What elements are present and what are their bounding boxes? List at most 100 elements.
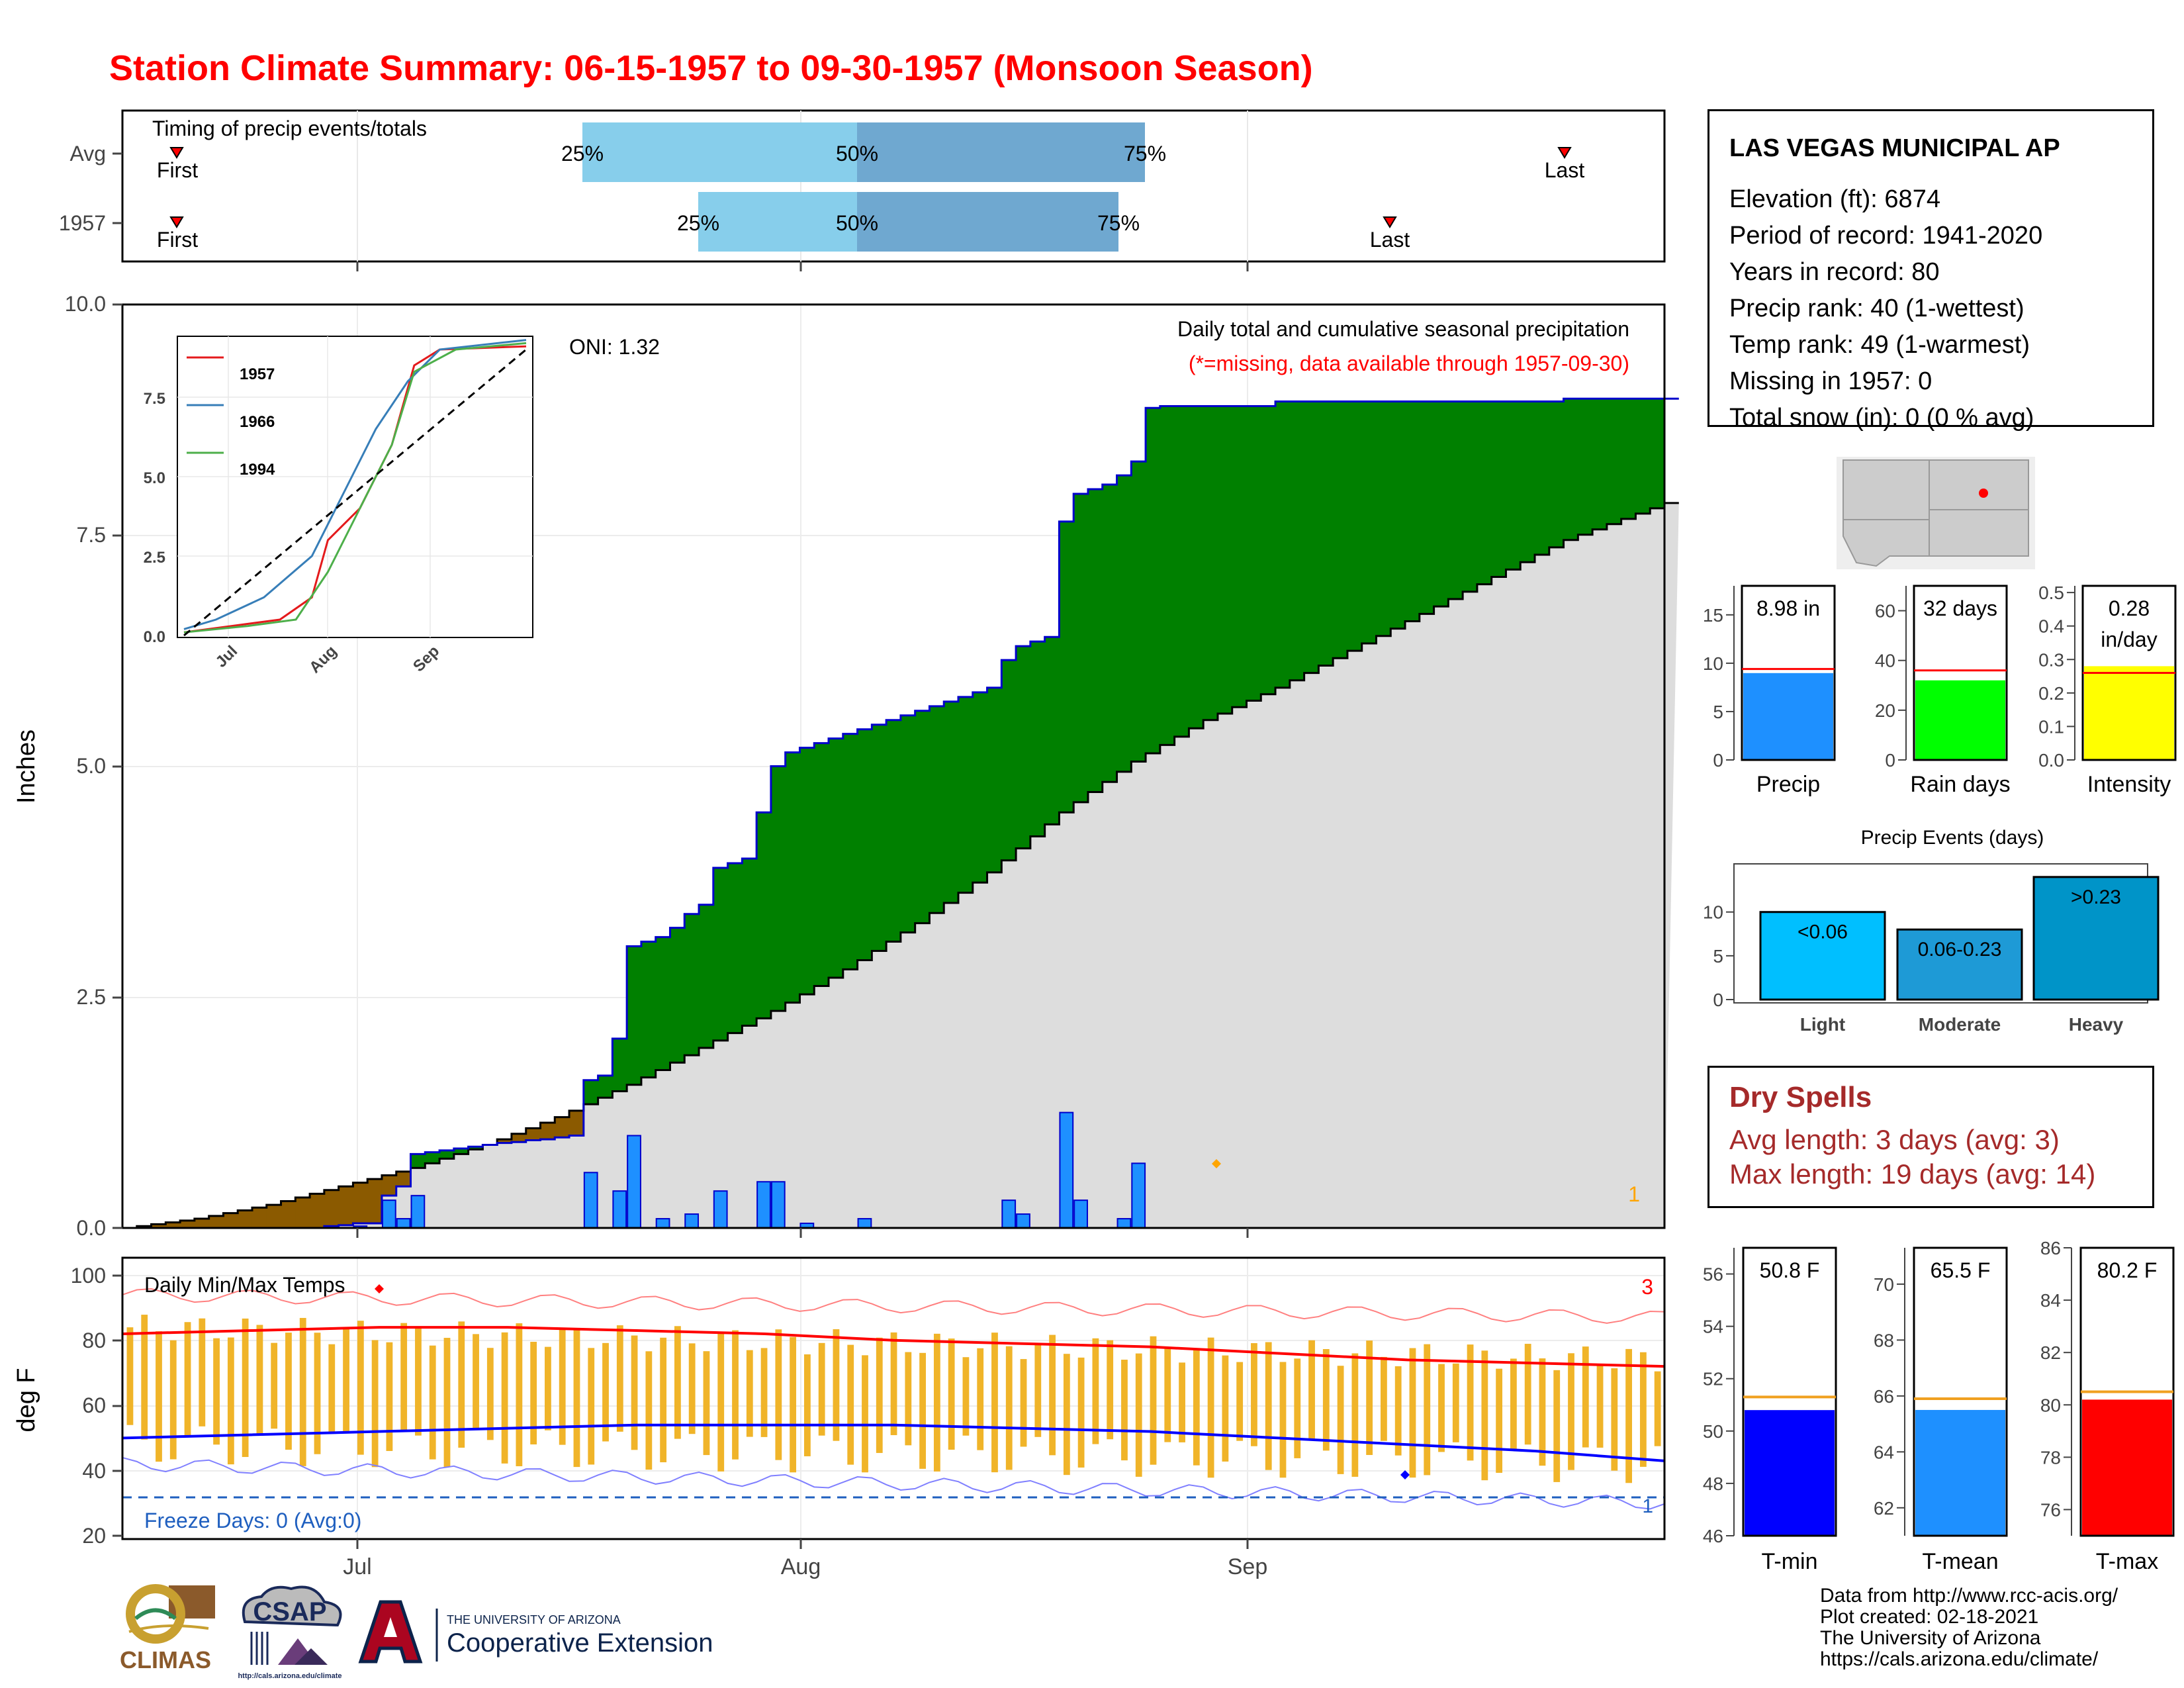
inset-series-line [183, 339, 527, 630]
surplus-area [1549, 401, 1565, 547]
daily-temp-bar [1222, 1355, 1229, 1462]
daily-temp-bar [1351, 1353, 1359, 1477]
surplus-area [987, 687, 1002, 872]
deficit-area [511, 1133, 527, 1143]
svg-text:Last: Last [1370, 228, 1410, 252]
summary-tick-label: 10 [1703, 653, 1723, 674]
deficit-area [281, 1201, 296, 1228]
surplus-area [1376, 401, 1391, 636]
precip-area-chart [122, 397, 1679, 1229]
snow: Total snow (in): 0 (0 % avg) [1729, 404, 2034, 432]
surplus-area [857, 729, 872, 961]
events-bar-label: Heavy [2069, 1014, 2124, 1035]
yr-q50-q75-bar [857, 192, 1118, 252]
svg-text:50%: 50% [836, 211, 878, 235]
surplus-area [1463, 401, 1478, 592]
deficit-area [540, 1122, 555, 1140]
surplus-area [425, 1152, 440, 1164]
daily-temp-bar [1596, 1366, 1604, 1448]
surplus-area [1491, 401, 1506, 577]
daily-temp-bar [1366, 1340, 1373, 1455]
daily-temp-bar [862, 1355, 868, 1473]
surplus-area [1506, 401, 1521, 570]
csap-text: CSAP [253, 1597, 326, 1626]
temp-bar-fill [1745, 1410, 1835, 1536]
daily-temp-bar [343, 1327, 349, 1432]
daily-temp-bar [1481, 1350, 1488, 1481]
surplus-area [1131, 461, 1146, 762]
summary-tick-label: 0.4 [2038, 616, 2064, 637]
daily-precip-bar [1016, 1213, 1030, 1229]
daily-temp-bar [1164, 1347, 1171, 1442]
summary-label: Intensity [2087, 772, 2171, 797]
surplus-area [872, 724, 887, 951]
inset-chart: 1957 1966 1994 0.0 2.5 5.0 7.5 Jul Aug S… [144, 336, 533, 677]
daily-temp-bar [660, 1337, 667, 1462]
credit-line: The University of Arizona [1820, 1627, 2041, 1649]
daily-temp-bar [126, 1327, 134, 1425]
csap-logo: CSAP http://cals.arizona.edu/climate [238, 1585, 342, 1680]
daily-temp-bar [473, 1334, 479, 1430]
inset-legend-1966: 1966 [240, 413, 275, 431]
normal-tmin-line [122, 1423, 1665, 1462]
daily-precip-bar [381, 1199, 396, 1229]
temp-corner-top: 3 [1641, 1275, 1653, 1299]
temp-panel: deg F 20 40 60 80 100 Jul Aug Sep Daily … [13, 1256, 1666, 1579]
events-tick-label: 5 [1713, 946, 1723, 966]
daily-temp-bar [1438, 1364, 1445, 1452]
deficit-area [381, 1175, 397, 1196]
deficit-area [180, 1220, 195, 1228]
surplus-area [1275, 401, 1291, 688]
xtick-aug: Aug [781, 1554, 821, 1579]
surplus-area [468, 1147, 483, 1150]
svg-text:First: First [157, 228, 198, 252]
surplus-area [1405, 401, 1420, 622]
summary-label: Rain days [1910, 772, 2010, 797]
summary-value: 8.98 in [1756, 596, 1820, 620]
surplus-area [1333, 401, 1348, 659]
svg-text:75%: 75% [1124, 142, 1166, 165]
daily-temp-bar [1077, 1357, 1085, 1468]
surplus-area [1016, 646, 1031, 849]
xtick-sep: Sep [1228, 1554, 1268, 1579]
surplus-area [1433, 401, 1449, 607]
temp-summary-tick-label: 46 [1703, 1526, 1723, 1546]
surplus-area [1347, 401, 1363, 651]
surplus-area [627, 946, 642, 1085]
surplus-area [453, 1149, 469, 1154]
deficit-area [238, 1210, 253, 1228]
station-location-marker [1979, 489, 1988, 498]
surplus-area [1448, 401, 1463, 600]
deficit-area [555, 1117, 570, 1138]
daily-temp-bar [1625, 1348, 1633, 1483]
daily-temp-bar [1639, 1352, 1647, 1467]
daily-temp-bar [1568, 1353, 1574, 1470]
temp-summary-tick-label: 64 [1874, 1442, 1894, 1462]
daily-temp-bar [559, 1327, 566, 1445]
temp-summary-value: 50.8 F [1760, 1258, 1820, 1282]
summary-value: 0.28 [2109, 596, 2150, 620]
summary-tick-label: 15 [1703, 605, 1723, 626]
xtick-jul: Jul [343, 1554, 371, 1579]
daily-temp-bar [1524, 1344, 1531, 1445]
precip-ytick: 0.0 [77, 1216, 106, 1240]
events-bar-text: 0.06-0.23 [1918, 939, 2002, 961]
credit-line: https://cals.arizona.edu/climate/ [1820, 1648, 2099, 1670]
surplus-area [829, 738, 844, 978]
daily-temp-bar [1611, 1368, 1618, 1471]
svg-text:20: 20 [82, 1524, 106, 1548]
surplus-area [1520, 401, 1535, 563]
daily-precip-bar [1116, 1218, 1132, 1229]
svg-text:First: First [157, 158, 198, 182]
temp-summary-value: 65.5 F [1931, 1258, 1991, 1282]
daily-precip-bar [713, 1190, 728, 1229]
inset-legend-1957: 1957 [240, 365, 275, 383]
daily-temp-bar [732, 1330, 739, 1460]
surplus-area [684, 914, 700, 1056]
events-bar [1896, 928, 2023, 1001]
surplus-area [1232, 406, 1248, 708]
daily-temp-bar [1452, 1363, 1459, 1442]
surplus-area [886, 720, 901, 942]
temp-summary-tick-label: 54 [1703, 1317, 1723, 1337]
daily-temp-bar [1539, 1358, 1546, 1466]
